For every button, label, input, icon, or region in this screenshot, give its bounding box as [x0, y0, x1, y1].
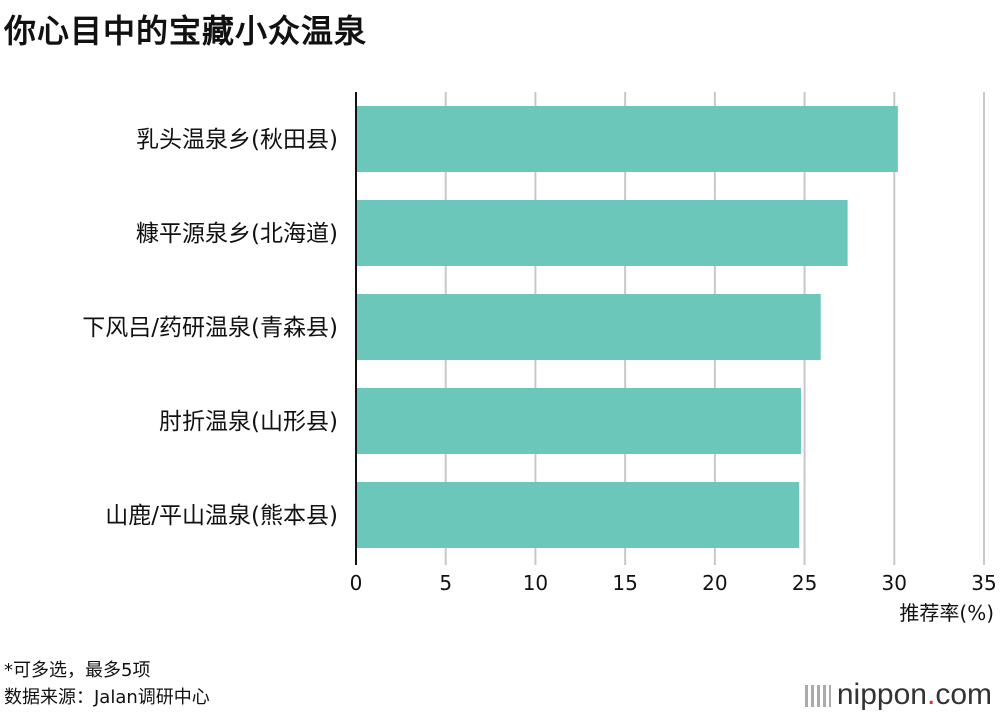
x-tick-label: 5: [439, 571, 452, 595]
category-label: 肘折温泉(山形县): [159, 409, 338, 435]
chart-title: 你心目中的宝藏小众温泉: [4, 12, 368, 50]
logo-text: nippon: [836, 678, 927, 711]
bar: [356, 388, 801, 454]
category-label: 山鹿/平山温泉(熊本县): [105, 503, 338, 529]
nippon-logo: nippon.com: [804, 678, 992, 712]
x-tick-label: 30: [882, 571, 907, 595]
x-tick-label: 35: [971, 571, 996, 595]
x-tick-label: 15: [612, 571, 637, 595]
x-tick-label: 20: [702, 571, 727, 595]
bar: [356, 294, 821, 360]
x-axis-label: 推荐率(%): [899, 601, 994, 625]
source-note: 数据来源：Jalan调研中心: [4, 687, 210, 708]
bar: [356, 200, 848, 266]
category-label: 乳头温泉乡(秋田县): [136, 127, 338, 153]
category-label: 糠平源泉乡(北海道): [136, 221, 338, 247]
logo-dot: .: [926, 678, 936, 711]
logo-suffix: com: [935, 678, 992, 711]
x-tick-label: 0: [350, 571, 363, 595]
logo-bars-icon: [804, 685, 831, 708]
bar: [356, 106, 898, 172]
category-label: 下风吕/药研温泉(青森县): [82, 315, 338, 341]
x-tick-label: 10: [523, 571, 548, 595]
bar: [356, 482, 800, 548]
footnote: *可多选，最多5项: [4, 660, 151, 681]
x-tick-label: 25: [792, 571, 817, 595]
